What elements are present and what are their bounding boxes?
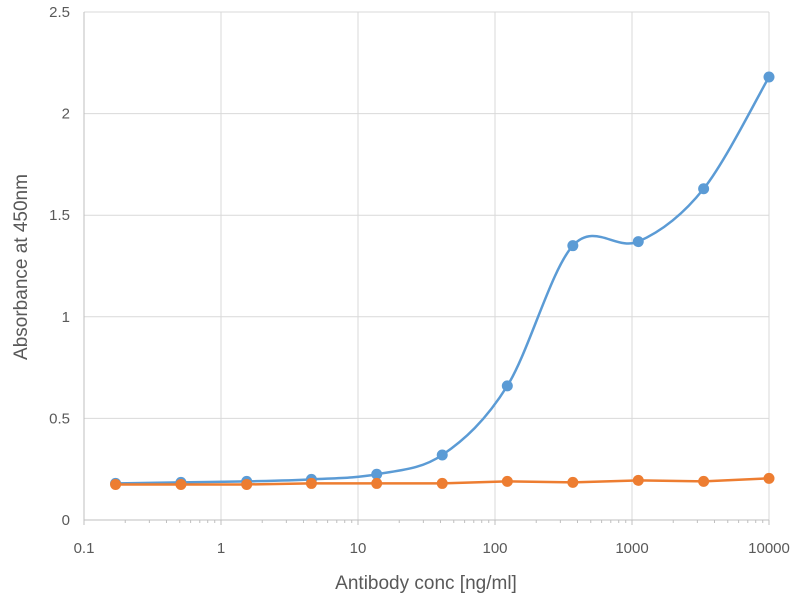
y-tick-label: 0.5 [49,410,70,427]
series-2-point [698,475,710,487]
series-2-point [241,478,253,490]
x-tick-label: 1 [217,540,225,557]
axes [83,12,770,525]
series-2-point [175,478,187,490]
y-tick-label: 2.5 [49,4,70,21]
y-tick-label: 1.5 [49,207,70,224]
x-tick-label: 10 [350,540,367,557]
x-tick-label: 10000 [748,540,790,557]
series-1-point [698,183,710,195]
y-axis-title: Absorbance at 450nm [11,174,32,360]
y-tick-label: 2 [62,106,70,123]
y-tick-label: 1 [62,309,70,326]
series-2-point [110,478,122,490]
series-2 [110,472,775,490]
series-1-point [371,468,383,480]
x-axis-title: Antibody conc [ng/ml] [335,573,517,594]
series-2-point [501,475,513,487]
series-1-point [632,236,644,248]
y-tick-label: 0 [62,512,70,529]
series-1-point [436,449,448,461]
series-1-point [567,240,579,252]
series-1-point [763,71,775,83]
series-2-point [371,477,383,489]
series-2-point [763,472,775,484]
x-tick-label: 100 [482,540,507,557]
series-2-point [632,474,644,486]
x-tick-label: 0.1 [74,540,95,557]
series-2-point [305,477,317,489]
series-1 [110,71,775,489]
tick-labels: 0 0.5 1 1.5 2 2.5 0.1 1 10 100 1000 10000 [49,4,790,557]
series-2-point [436,477,448,489]
grid [84,11,770,520]
series-1-line [115,76,771,485]
series-layer [110,71,775,490]
series-2-point [567,476,579,488]
series-1-point [501,380,513,392]
x-tick-label: 1000 [615,540,648,557]
